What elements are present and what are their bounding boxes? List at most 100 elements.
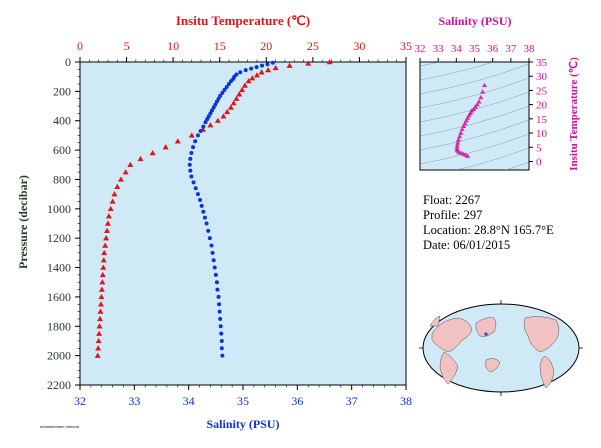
temperature-point <box>122 169 129 175</box>
temperature-point <box>127 161 134 167</box>
ts-right-tick-label: 5 <box>536 142 542 154</box>
salinity-point <box>207 236 212 241</box>
temperature-point <box>253 72 260 78</box>
temperature-point <box>100 264 107 270</box>
salinity-point <box>212 265 217 270</box>
top-tick-label: 20 <box>260 39 272 53</box>
left-tick-label: 200 <box>53 84 71 98</box>
temperature-point <box>241 82 248 88</box>
salinity-point <box>210 250 215 255</box>
salinity-point <box>217 302 222 307</box>
profile-points <box>94 59 333 358</box>
bottom-tick-label: 33 <box>128 394 140 408</box>
ts-top-tick-label: 33 <box>433 43 445 55</box>
salinity-point <box>229 79 234 84</box>
salinity-point <box>201 124 206 129</box>
temperature-point <box>239 86 246 93</box>
salinity-point <box>208 111 213 116</box>
density-contour <box>420 119 529 151</box>
salinity-point <box>211 258 216 263</box>
ts-right-tick-label: 30 <box>536 71 548 83</box>
temperature-point <box>103 235 110 241</box>
ts-point <box>481 82 488 88</box>
ts-point <box>476 99 482 104</box>
top-tick-label: 30 <box>353 39 365 53</box>
salinity-point <box>243 68 248 73</box>
float-location-marker: ✶ <box>483 330 490 339</box>
salinity-point <box>189 151 194 156</box>
density-contour <box>420 77 529 109</box>
ts-right-tick-label: 15 <box>536 114 548 126</box>
temperature-point <box>97 301 104 307</box>
salinity-point <box>219 346 224 351</box>
salinity-point <box>222 87 227 92</box>
ts-top-tick-label: 35 <box>469 43 481 55</box>
bottom-tick-label: 35 <box>237 394 249 408</box>
temperature-point <box>101 249 108 256</box>
ts-density-contours <box>420 62 529 170</box>
salinity-point <box>219 338 224 343</box>
top-tick-label: 5 <box>124 39 130 53</box>
temperature-point <box>188 132 195 138</box>
temperature-point <box>149 150 156 156</box>
salinity-point <box>191 145 196 150</box>
ts-axis-ticks: 32 33 34 35 36 37 38 0 5 10 15 20 25 30 35 <box>415 43 548 168</box>
top-tick-label: 35 <box>400 39 412 53</box>
float-info-block: Float: 2267 Profile: 297 Location: 28.8°… <box>423 193 554 253</box>
ts-top-tick-label: 34 <box>451 43 463 55</box>
salinity-point <box>191 180 196 185</box>
top-axis-ticks: 0 5 10 15 20 25 30 35 <box>77 39 412 62</box>
temperature-point <box>98 293 105 300</box>
salinity-point <box>198 198 203 203</box>
ts-point <box>455 137 462 142</box>
salinity-point <box>217 309 222 314</box>
salinity-point <box>195 133 200 138</box>
salinity-point <box>188 156 193 161</box>
salinity-point <box>216 294 221 299</box>
temperature-point <box>104 220 111 226</box>
temperature-point <box>220 113 227 119</box>
top-tick-label: 15 <box>214 39 226 53</box>
salinity-point <box>270 60 275 65</box>
salinity-point <box>211 105 216 110</box>
density-contour <box>420 105 529 137</box>
salinity-point <box>249 66 254 71</box>
top-axis-title: Insitu Temperature (℃) <box>176 13 310 28</box>
float-number: Float: 2267 <box>423 193 481 207</box>
bottom-tick-label: 36 <box>291 394 303 408</box>
salinity-point <box>219 331 224 336</box>
left-tick-label: 1800 <box>47 319 71 333</box>
ts-right-tick-label: 35 <box>536 57 548 69</box>
salinity-point <box>199 203 204 208</box>
salinity-point <box>209 243 214 248</box>
salinity-point <box>201 209 206 214</box>
salinity-point <box>187 162 192 167</box>
temperature-point <box>105 213 112 219</box>
ts-point <box>459 126 465 132</box>
salinity-point <box>226 82 231 87</box>
salinity-point <box>195 192 200 197</box>
temperature-point <box>95 345 102 351</box>
left-tick-label: 1600 <box>47 290 71 304</box>
ts-top-title: Salinity (PSU) <box>438 14 511 28</box>
salinity-point <box>214 280 219 285</box>
ts-point <box>454 145 460 151</box>
density-contour <box>456 147 529 170</box>
density-contour <box>420 62 495 81</box>
top-tick-label: 10 <box>167 39 179 53</box>
map-border-ticks <box>419 300 583 396</box>
bottom-axis-ticks: 32 33 34 35 36 37 38 <box>74 385 412 408</box>
ts-top-tick-label: 36 <box>487 43 499 55</box>
tiny-footnote: nnnnnnnnnnn nnnnnn <box>40 424 79 429</box>
ts-point <box>457 133 463 139</box>
temperature-point <box>97 308 104 314</box>
temperature-point <box>114 183 121 189</box>
salinity-point <box>213 102 218 107</box>
salinity-point <box>213 272 218 277</box>
salinity-point <box>220 353 225 358</box>
temperature-point <box>236 91 243 97</box>
temperature-point <box>214 117 221 123</box>
ts-right-tick-label: 10 <box>536 128 548 140</box>
profile-date: Date: 06/01/2015 <box>423 238 511 252</box>
salinity-point <box>215 287 220 292</box>
